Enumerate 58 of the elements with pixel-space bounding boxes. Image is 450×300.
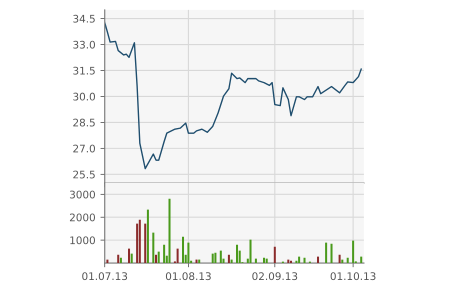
bar bbox=[250, 240, 252, 264]
bar bbox=[144, 224, 146, 264]
bar bbox=[187, 242, 190, 264]
y-tick-label: 3000 bbox=[70, 190, 95, 198]
x-tick-label: 01.07.13 bbox=[82, 272, 128, 280]
bar bbox=[158, 252, 160, 264]
y-tick-label: 1000 bbox=[70, 236, 95, 244]
bar bbox=[138, 220, 141, 264]
y-tick-label: 34.5 bbox=[73, 14, 95, 23]
bar bbox=[266, 258, 268, 264]
y-tick-label: 33.0 bbox=[73, 40, 95, 49]
bar bbox=[117, 254, 120, 264]
bar bbox=[155, 254, 158, 264]
bar bbox=[295, 260, 298, 264]
bar bbox=[290, 260, 292, 264]
y-tick-label: 30.0 bbox=[73, 92, 95, 101]
bar bbox=[163, 244, 166, 264]
bar bbox=[325, 242, 328, 264]
bar bbox=[352, 240, 354, 264]
bar bbox=[128, 248, 130, 264]
bar bbox=[182, 236, 184, 264]
y-tick-label: 31.5 bbox=[73, 66, 95, 75]
bar bbox=[214, 252, 216, 264]
bar bbox=[228, 254, 230, 264]
y-tick-label: 2000 bbox=[70, 213, 95, 222]
bar bbox=[330, 244, 333, 264]
bar bbox=[198, 260, 200, 264]
bar bbox=[287, 260, 290, 264]
bar bbox=[346, 258, 349, 264]
line-series bbox=[104, 22, 362, 170]
bar bbox=[263, 258, 266, 264]
bar bbox=[212, 254, 214, 264]
bar bbox=[120, 258, 122, 264]
bar bbox=[360, 256, 362, 264]
bar bbox=[254, 258, 257, 264]
bar bbox=[196, 260, 198, 264]
bar bbox=[230, 260, 233, 264]
x-tick-label: 01.10.13 bbox=[330, 272, 376, 280]
bar bbox=[168, 198, 171, 264]
x-tick-label: 01.08.13 bbox=[166, 272, 211, 280]
x-tick-label: 02.09.13 bbox=[252, 272, 298, 280]
bar bbox=[176, 248, 179, 264]
bar bbox=[220, 250, 222, 264]
bar bbox=[130, 254, 133, 264]
bar bbox=[338, 254, 341, 264]
y-tick-label: 27.0 bbox=[73, 144, 95, 152]
bar bbox=[304, 258, 306, 264]
bar bbox=[274, 246, 276, 264]
bar bbox=[146, 210, 149, 264]
bar bbox=[152, 232, 154, 264]
y-tick-label: 25.5 bbox=[73, 170, 95, 178]
y-tick-label: 28.5 bbox=[73, 118, 95, 127]
bar bbox=[236, 244, 238, 264]
bar bbox=[298, 256, 300, 264]
bar bbox=[317, 256, 320, 264]
bar bbox=[136, 224, 138, 264]
bar bbox=[106, 260, 108, 264]
bar bbox=[341, 260, 344, 264]
